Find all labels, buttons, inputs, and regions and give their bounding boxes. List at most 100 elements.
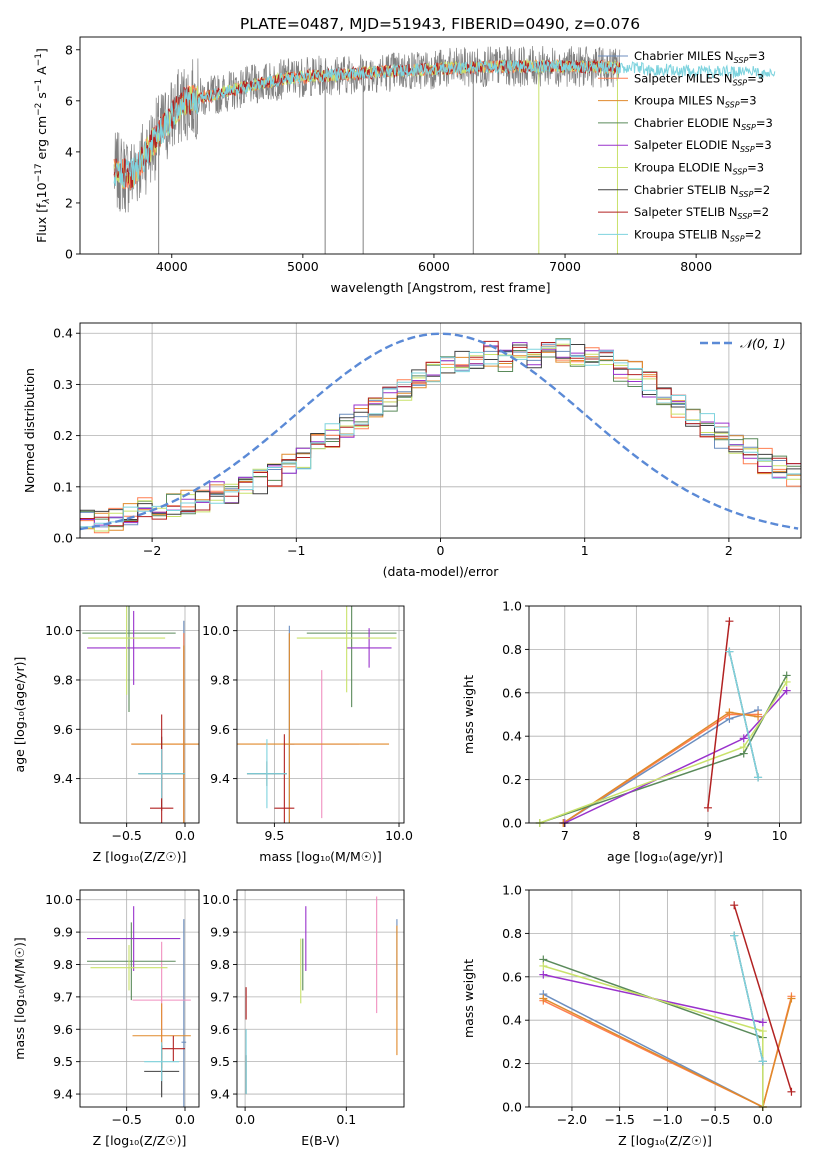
x-axis-label: mass [log₁₀(M/M☉)] <box>259 849 381 864</box>
x-axis-label: (data-model)/error <box>383 564 500 579</box>
legend-label: Salpeter MILES NSSP=3 <box>634 71 764 87</box>
weight-point-marker <box>758 1057 767 1066</box>
y-tick-label: 9.4 <box>53 1087 73 1102</box>
axes-frame <box>79 36 802 255</box>
y-axis-label-part: erg cm <box>34 116 49 164</box>
x-tick-label: 1 <box>581 543 589 558</box>
legend-label: Chabrier ELODIE NSSP=3 <box>634 116 773 132</box>
y-tick-label: 0.8 <box>502 926 522 941</box>
z-weight-panel: −2.0 −1.5 −1.0 −0.5 0.0 0.0 0.2 0.4 0.6 0.8 1.0 Z [… <box>461 883 802 1148</box>
legend-label: 𝒩(0, 1) <box>740 336 786 351</box>
weight-point-marker <box>782 677 791 686</box>
y-tick-label: 0.0 <box>502 1100 522 1115</box>
weight-point-marker <box>539 994 548 1003</box>
x-tick-label: −0.5 <box>111 828 141 843</box>
y-axis-label: mass weight <box>461 959 476 1038</box>
y-tick-label: 10.0 <box>202 623 230 638</box>
y-tick-label: 0.4 <box>502 729 522 744</box>
y-tick-label: 0.1 <box>53 479 73 494</box>
x-tick-label: 7000 <box>549 259 581 274</box>
y-tick-label: 9.6 <box>53 722 73 737</box>
y-tick-label: 9.8 <box>210 957 230 972</box>
y-axis-label-part: A <box>34 66 49 79</box>
y-tick-label: 9.7 <box>210 989 230 1004</box>
legend-label: Kroupa MILES NSSP=3 <box>634 94 757 110</box>
x-tick-label: −1.0 <box>652 1112 682 1127</box>
y-tick-label: 10.0 <box>202 892 230 907</box>
y-tick-label: 0 <box>65 247 73 262</box>
x-tick-label: −1 <box>287 543 305 558</box>
y-tick-label: 9.6 <box>210 1022 230 1037</box>
x-axis-label: Z [log₁₀(Z/Z☉)] <box>93 849 187 864</box>
x-tick-label: 8 <box>632 828 640 843</box>
weight-point-marker <box>739 743 748 752</box>
weight-series-line <box>733 935 764 1062</box>
x-tick-label: 0 <box>437 543 445 558</box>
weight-point-marker <box>754 773 763 782</box>
weight-point-marker <box>758 1027 767 1036</box>
y-tick-label: 4 <box>65 144 73 159</box>
y-tick-label: 9.9 <box>53 925 73 940</box>
x-tick-label: 0.0 <box>175 828 195 843</box>
y-tick-label: 9.9 <box>210 925 230 940</box>
y-axis-label-part: −17 <box>34 163 44 182</box>
y-tick-label: 6 <box>65 93 73 108</box>
y-axis-label: age [log₁₀(age/yr)] <box>12 657 27 773</box>
y-axis-label: Flux [fλ10−17 erg cm−2 s−1 A−1] <box>34 48 52 243</box>
y-tick-label: 0.0 <box>502 816 522 831</box>
weight-point-marker <box>758 1018 767 1027</box>
legend-label: Kroupa ELODIE NSSP=3 <box>634 161 764 177</box>
y-tick-label: 9.8 <box>53 672 73 687</box>
weight-point-marker <box>725 708 734 717</box>
x-tick-label: 9 <box>704 828 712 843</box>
y-axis-label-part: ] <box>34 48 49 53</box>
x-tick-label: 10.0 <box>385 828 413 843</box>
legend-label: Chabrier STELIB NSSP=2 <box>634 183 770 199</box>
y-tick-label: 0.6 <box>502 969 522 984</box>
x-tick-label: 8000 <box>680 259 712 274</box>
x-tick-label: −2 <box>143 543 161 558</box>
y-tick-label: 9.4 <box>210 771 230 786</box>
weight-point-marker <box>539 970 548 979</box>
axes-frame <box>79 605 200 824</box>
y-tick-label: 1.0 <box>502 599 522 614</box>
x-axis-label: wavelength [Angstrom, rest frame] <box>330 280 550 295</box>
spectrum-panel: 4000 5000 6000 7000 8000 0 2 4 6 8 wavelength [Ang… <box>34 36 802 295</box>
spectrum-legend: Chabrier MILES NSSP=3 Salpeter MILES NSSP… <box>598 49 773 243</box>
legend-label: Salpeter ELODIE NSSP=3 <box>634 138 772 154</box>
weight-series-line <box>733 904 793 1093</box>
y-tick-label: 0.4 <box>502 1013 522 1028</box>
x-axis-label: Z [log₁₀(Z/Z☉)] <box>93 1133 187 1148</box>
y-tick-label: 2 <box>65 195 73 210</box>
y-axis-label-part: λ <box>42 198 52 204</box>
y-tick-label: 0.2 <box>502 772 522 787</box>
weight-point-marker <box>782 686 791 695</box>
y-axis-label-part: Flux [f <box>34 203 49 243</box>
weight-point-marker <box>725 647 734 656</box>
panels: 4000 5000 6000 7000 8000 0 2 4 6 8 wavelength [Ang… <box>12 36 802 1148</box>
y-axis-label-part: 10 <box>34 182 49 198</box>
y-tick-label: 0.6 <box>502 685 522 700</box>
y-tick-label: 0.3 <box>53 377 73 392</box>
x-tick-label: 7 <box>561 828 569 843</box>
weight-point-marker <box>539 961 548 970</box>
z-age-panel: −0.5 0.0 9.4 9.6 9.8 10.0 Z [log₁₀(Z/Z☉)] age [… <box>12 605 200 864</box>
weight-series-line <box>707 621 731 808</box>
age-weight-panel: 7 8 9 10 0.0 0.2 0.4 0.6 0.8 1.0 age [log₁₀(age/yr… <box>461 599 802 864</box>
y-axis-label-part: −1 <box>34 79 44 92</box>
y-axis-label-part: −1 <box>34 53 44 66</box>
x-axis-label: E(B-V) <box>301 1133 340 1148</box>
weight-point-marker <box>787 994 796 1003</box>
weight-series-line <box>728 651 759 778</box>
x-axis-label: age [log₁₀(age/yr)] <box>607 849 723 864</box>
y-tick-label: 9.8 <box>210 672 230 687</box>
y-axis-label: mass [log₁₀(M/M☉)] <box>12 937 27 1059</box>
x-axis-label: Z [log₁₀(Z/Z☉)] <box>618 1133 712 1148</box>
x-tick-label: 6000 <box>418 259 450 274</box>
legend-label: Salpeter STELIB NSSP=2 <box>634 205 769 221</box>
z-mass-panel: −0.5 0.0 9.4 9.5 9.6 9.7 9.8 9.9 10.0 Z [log₁₀(Z/… <box>12 889 200 1148</box>
y-tick-label: 0.2 <box>53 428 73 443</box>
x-tick-label: 5000 <box>287 259 319 274</box>
